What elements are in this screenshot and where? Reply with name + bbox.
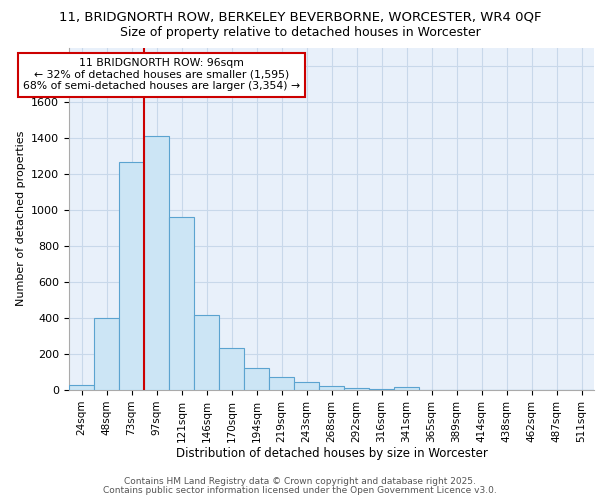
Text: 11, BRIDGNORTH ROW, BERKELEY BEVERBORNE, WORCESTER, WR4 0QF: 11, BRIDGNORTH ROW, BERKELEY BEVERBORNE,… — [59, 11, 541, 24]
Bar — [119, 162, 144, 390]
Y-axis label: Number of detached properties: Number of detached properties — [16, 131, 26, 306]
Bar — [319, 386, 344, 390]
Bar — [94, 318, 119, 390]
Text: Contains HM Land Registry data © Crown copyright and database right 2025.: Contains HM Land Registry data © Crown c… — [124, 477, 476, 486]
Bar — [244, 368, 269, 390]
Text: 11 BRIDGNORTH ROW: 96sqm
← 32% of detached houses are smaller (1,595)
68% of sem: 11 BRIDGNORTH ROW: 96sqm ← 32% of detach… — [23, 58, 300, 91]
Text: Contains public sector information licensed under the Open Government Licence v3: Contains public sector information licen… — [103, 486, 497, 495]
Bar — [269, 378, 294, 390]
Bar — [69, 386, 94, 390]
X-axis label: Distribution of detached houses by size in Worcester: Distribution of detached houses by size … — [176, 448, 487, 460]
Bar — [369, 389, 394, 390]
Bar — [394, 388, 419, 390]
Bar — [169, 217, 194, 390]
Bar — [344, 388, 369, 390]
Text: Size of property relative to detached houses in Worcester: Size of property relative to detached ho… — [119, 26, 481, 39]
Bar — [194, 315, 219, 390]
Bar — [294, 382, 319, 390]
Bar — [219, 348, 244, 390]
Bar — [144, 136, 169, 390]
